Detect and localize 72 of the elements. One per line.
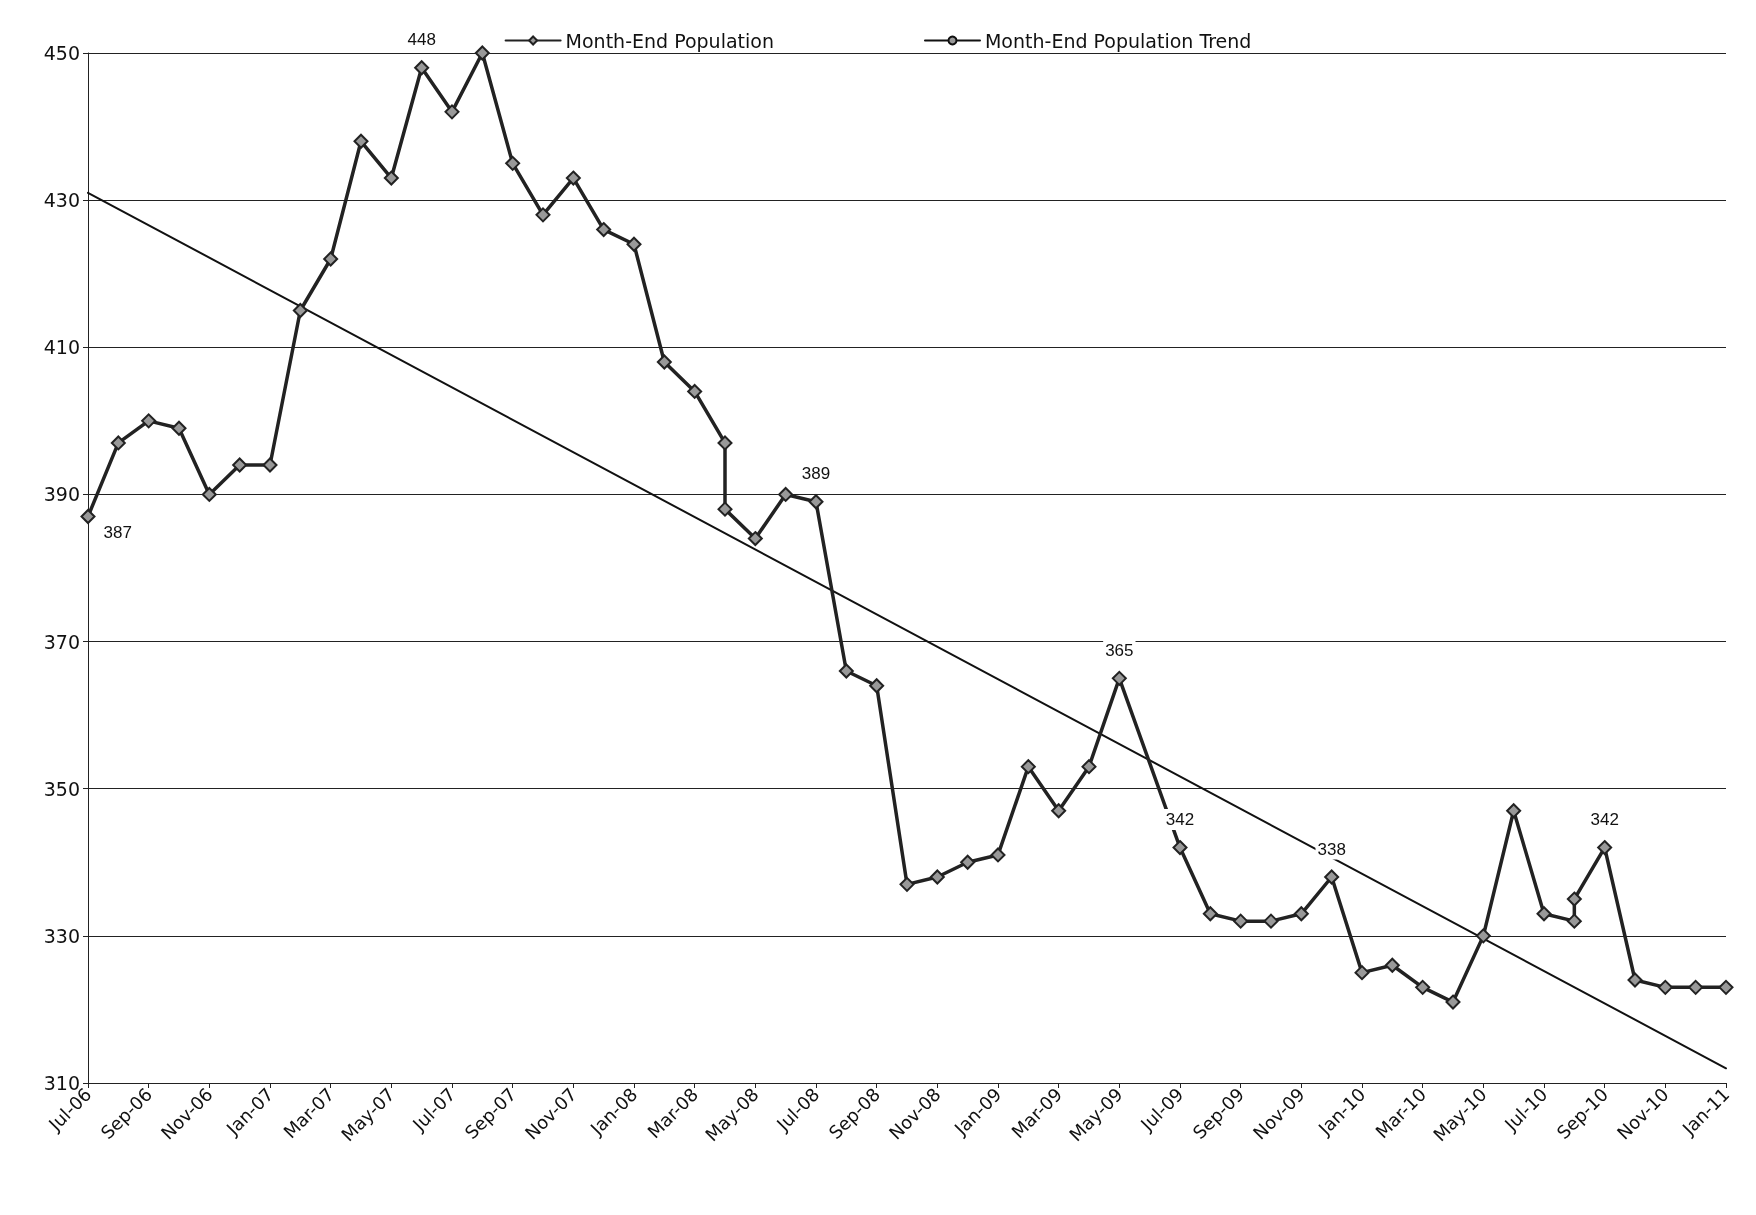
point (1172, 840, 1188, 856)
y-tick-label: 430 (43, 189, 80, 212)
point (1293, 906, 1309, 922)
point (505, 155, 521, 171)
point (1566, 891, 1582, 907)
point (201, 486, 217, 502)
point (323, 251, 339, 267)
point (1657, 979, 1673, 995)
y-tick-label: 370 (43, 630, 80, 653)
point (232, 457, 248, 473)
point (262, 457, 278, 473)
point (596, 222, 612, 238)
y-tick-label: 410 (43, 336, 80, 359)
point (1202, 906, 1218, 922)
legend-label: Month-End Population Trend (984, 29, 1252, 52)
point (292, 303, 308, 318)
point (778, 486, 794, 502)
point (474, 45, 490, 61)
point (626, 236, 642, 252)
point (565, 170, 581, 186)
point (838, 663, 854, 679)
point (929, 869, 945, 885)
data-label: 365 (1105, 640, 1134, 660)
point (1445, 994, 1461, 1010)
point (141, 413, 157, 429)
point (899, 876, 915, 892)
point (1111, 670, 1127, 686)
point (171, 420, 187, 436)
point (110, 435, 126, 451)
point (717, 435, 733, 451)
point (1263, 913, 1279, 929)
legend-label: Month-End Population (565, 29, 774, 52)
point (1536, 906, 1552, 922)
point (717, 501, 733, 517)
point (1354, 965, 1370, 981)
point (1081, 759, 1097, 775)
y-tick-label: 330 (43, 924, 80, 947)
y-tick-label: 350 (43, 777, 80, 800)
point (808, 494, 824, 510)
data-label: 338 (1317, 839, 1346, 859)
point (1627, 972, 1643, 988)
point (869, 678, 885, 694)
point (747, 531, 763, 547)
point (1475, 928, 1491, 944)
data-label: 387 (103, 523, 132, 542)
point (444, 104, 460, 120)
point (687, 383, 703, 399)
point (414, 60, 430, 76)
point (990, 847, 1006, 863)
data-label: 342 (1165, 810, 1195, 830)
y-tick-label: 390 (43, 483, 80, 506)
point (960, 854, 976, 870)
point (80, 509, 96, 524)
point (535, 207, 551, 223)
y-tick-label: 450 (43, 42, 80, 64)
point (1566, 913, 1582, 929)
data-label: 389 (801, 464, 831, 484)
point (656, 354, 672, 370)
point (1718, 979, 1734, 995)
point (1020, 759, 1036, 775)
point (1384, 957, 1400, 973)
point (1324, 869, 1340, 885)
point (383, 170, 399, 186)
point (353, 133, 369, 149)
point (1233, 913, 1249, 929)
point (1597, 840, 1613, 856)
point (1051, 803, 1067, 819)
point (1506, 803, 1522, 819)
data-label: 448 (407, 30, 436, 50)
data-label: 342 (1590, 810, 1619, 830)
point (1688, 979, 1704, 995)
point (1415, 979, 1431, 995)
